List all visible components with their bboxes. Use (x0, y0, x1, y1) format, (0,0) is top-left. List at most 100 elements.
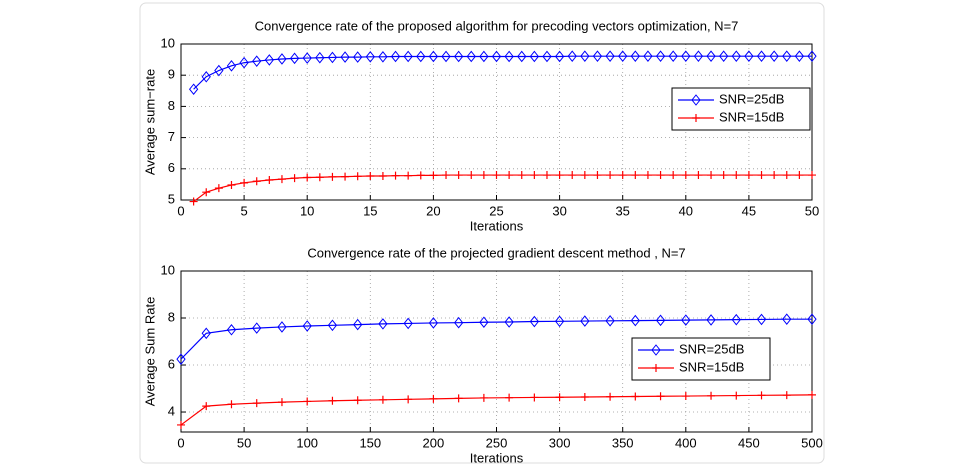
legend-label: SNR=15dB (719, 109, 784, 124)
y-tick-label: 4 (168, 403, 175, 418)
x-tick-label: 25 (489, 203, 503, 218)
marker (202, 188, 211, 197)
y-tick-label: 10 (161, 262, 175, 277)
legend-box (671, 87, 811, 131)
marker (327, 319, 338, 332)
x-tick-label: 0 (177, 435, 184, 450)
y-tick-label: 7 (168, 129, 175, 144)
marker (656, 171, 665, 180)
marker (239, 56, 249, 69)
marker (391, 171, 400, 180)
marker (681, 314, 691, 326)
marker (416, 171, 425, 180)
marker (630, 314, 640, 327)
x-tick-label: 50 (805, 203, 819, 218)
marker (201, 70, 211, 83)
marker (277, 321, 287, 333)
marker (252, 177, 261, 186)
marker (353, 318, 363, 331)
x-tick-label: 15 (363, 203, 377, 218)
marker (265, 176, 274, 185)
marker (756, 313, 767, 326)
marker (719, 50, 729, 62)
x-tick-label: 450 (738, 435, 760, 450)
marker (315, 173, 324, 182)
marker (504, 50, 514, 63)
marker (353, 51, 363, 63)
marker (530, 393, 539, 402)
marker (555, 171, 564, 180)
marker (416, 50, 426, 63)
marker (226, 323, 237, 336)
y-tick-label: 6 (168, 160, 175, 175)
marker (441, 50, 451, 63)
marker (479, 316, 489, 329)
marker (769, 50, 779, 62)
legend-label: SNR=25dB (679, 341, 744, 356)
marker (529, 50, 540, 63)
marker (491, 50, 502, 63)
marker (655, 50, 666, 62)
marker (719, 171, 728, 180)
marker (378, 395, 387, 404)
marker (731, 313, 741, 326)
marker (782, 171, 791, 180)
marker (567, 50, 577, 62)
marker (517, 50, 527, 63)
marker (631, 392, 640, 401)
marker (744, 50, 754, 62)
x-tick-label: 30 (552, 203, 566, 218)
marker (554, 315, 565, 328)
marker (606, 171, 615, 180)
x-tick-label: 100 (296, 435, 318, 450)
marker (302, 52, 312, 64)
y-axis-label: Average sum−rate (142, 69, 157, 175)
marker (593, 171, 602, 180)
marker (328, 172, 337, 181)
marker (605, 315, 615, 327)
marker (214, 64, 224, 77)
marker (353, 396, 362, 405)
marker (795, 171, 804, 180)
marker (403, 317, 413, 330)
marker (707, 171, 716, 180)
marker (378, 171, 387, 180)
marker (479, 50, 489, 63)
marker (303, 173, 312, 182)
marker (568, 171, 577, 180)
legend-marker (692, 114, 700, 122)
legend-label: SNR=15dB (679, 359, 744, 374)
x-axis-label: Iterations (470, 450, 524, 465)
marker (707, 391, 716, 400)
marker (505, 393, 514, 402)
marker (580, 50, 590, 62)
marker (580, 171, 589, 180)
marker (630, 50, 640, 62)
legend-label: SNR=25dB (719, 91, 784, 106)
marker (693, 50, 704, 62)
marker (277, 398, 286, 407)
marker (341, 172, 350, 181)
marker (808, 390, 816, 399)
marker (189, 197, 198, 206)
x-tick-label: 500 (801, 435, 823, 450)
marker (353, 172, 362, 181)
marker (555, 393, 564, 402)
marker (504, 316, 514, 328)
marker (328, 396, 337, 405)
marker (403, 50, 413, 63)
y-tick-label: 9 (168, 67, 175, 82)
marker (404, 171, 413, 180)
chart-title: Convergence rate of the proposed algorit… (255, 18, 739, 33)
marker (252, 55, 262, 67)
marker (631, 171, 640, 180)
marker (542, 50, 552, 63)
axes-box (180, 43, 813, 201)
marker (517, 171, 526, 180)
legend-marker (691, 94, 701, 106)
x-tick-label: 40 (679, 203, 693, 218)
marker (731, 50, 741, 62)
marker (201, 327, 211, 340)
marker (706, 314, 716, 326)
x-tick-label: 350 (612, 435, 634, 450)
